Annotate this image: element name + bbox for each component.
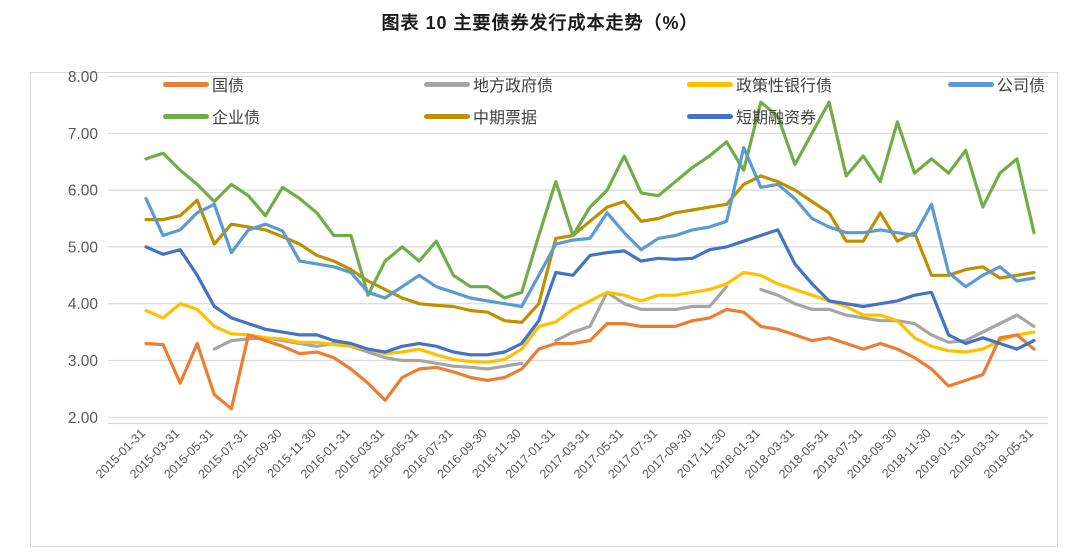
legend-swatch-icon bbox=[687, 81, 733, 87]
legend-item-国债: 国债 bbox=[163, 73, 244, 95]
legend-item-政策性银行债: 政策性银行债 bbox=[687, 73, 832, 95]
legend-label: 公司债 bbox=[997, 78, 1046, 95]
legend-swatch-icon bbox=[948, 81, 994, 87]
legend-label: 国债 bbox=[212, 78, 245, 95]
legend-label: 企业债 bbox=[212, 110, 261, 127]
legend-swatch-icon bbox=[163, 81, 209, 87]
legend-item-公司债: 公司债 bbox=[948, 73, 1045, 95]
legend-item-中期票据: 中期票据 bbox=[424, 105, 537, 127]
y-axis-tick-label: 2.00 bbox=[68, 410, 99, 427]
series-line-地方政府债 bbox=[554, 285, 729, 343]
legend-label: 政策性银行债 bbox=[736, 78, 833, 95]
legend-label: 中期票据 bbox=[473, 110, 538, 127]
y-axis-tick-label: 4.00 bbox=[68, 296, 99, 313]
legend-swatch-icon bbox=[424, 81, 470, 87]
legend-swatch-icon bbox=[163, 113, 209, 119]
series-line-企业债 bbox=[144, 100, 1036, 300]
series-line-中期票据 bbox=[144, 174, 1036, 324]
legend-swatch-icon bbox=[424, 113, 470, 119]
legend-label: 地方政府债 bbox=[473, 78, 554, 95]
series-line-政策性银行债 bbox=[144, 270, 1036, 364]
legend-swatch-icon bbox=[687, 113, 733, 119]
legend-item-地方政府债: 地方政府债 bbox=[424, 73, 553, 95]
series-line-短期融资券 bbox=[144, 228, 1036, 357]
series-line-地方政府债 bbox=[759, 287, 1036, 344]
legend-item-短期融资券: 短期融资券 bbox=[687, 105, 816, 127]
y-axis-tick-label: 5.00 bbox=[68, 239, 99, 256]
series-line-公司债 bbox=[144, 145, 1036, 309]
y-axis-tick-label: 8.00 bbox=[68, 69, 99, 86]
legend-label: 短期融资券 bbox=[736, 110, 817, 127]
series-line-国债 bbox=[144, 307, 1036, 411]
y-axis-tick-label: 6.00 bbox=[68, 183, 99, 200]
page-title: 图表 10 主要债券发行成本走势（%） bbox=[381, 13, 699, 33]
legend-item-企业债: 企业债 bbox=[163, 105, 260, 127]
y-axis-tick-label: 3.00 bbox=[68, 353, 99, 370]
y-axis-tick-label: 7.00 bbox=[68, 126, 99, 143]
